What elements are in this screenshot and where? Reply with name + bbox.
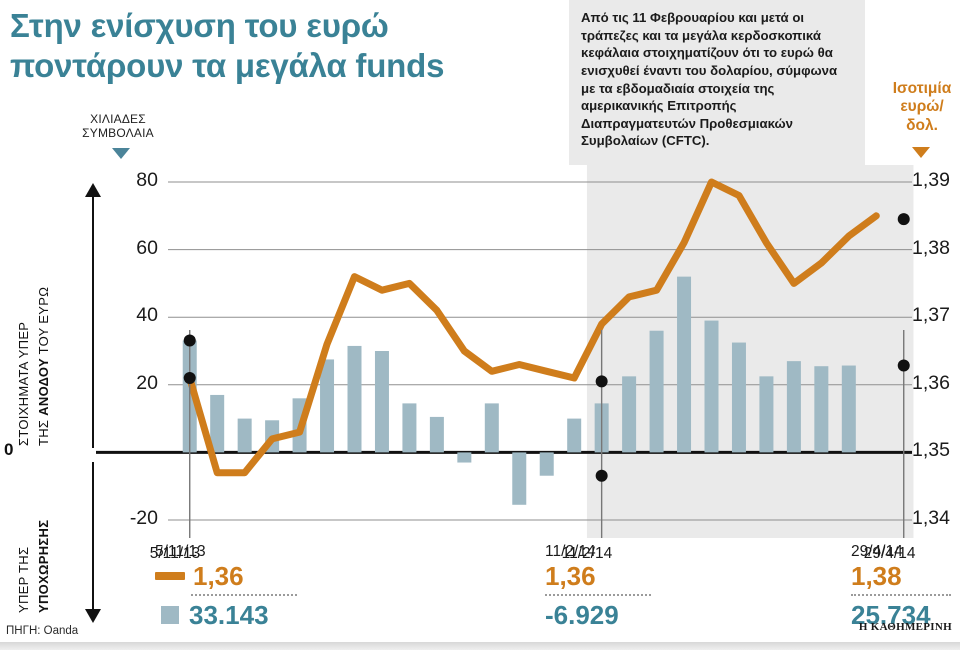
bar [484,403,499,453]
bar [402,403,417,453]
data-marker [897,213,910,226]
x-axis-date-label: 5/11/13 [149,545,201,562]
y2-axis-tick: 1,38 [912,236,950,259]
y2-axis-tick: 1,35 [912,439,950,462]
bar [814,366,829,453]
bar [539,452,554,476]
zero-axis-label: 0 [4,440,14,459]
legend-rate-row-3: 1,38 [851,561,951,591]
data-marker [595,375,608,388]
y-axis-tick: 20 [136,371,158,394]
legend-date-2: 11/2/14 [545,543,596,560]
data-marker [897,359,910,372]
y2-axis-tick: 1,37 [912,304,950,327]
y-axis-tick: 40 [136,304,158,327]
y2-axis-tick: 1,36 [912,371,950,394]
right-axis-header: Ισοτιμία ευρώ/ δολ. [892,80,952,134]
legend-rate-row-2: 1,36 [545,561,651,591]
line-swatch-icon [155,572,185,580]
bar [347,345,362,453]
legend-count-row-1: 33.143 [155,599,297,631]
page-title: Στην ενίσχυση του ευρώ ποντάρουν τα μεγά… [10,7,445,85]
bar [731,342,746,453]
legend-rate-1: 1,36 [193,561,244,591]
legend-date-3: 29/4/14 [851,543,903,560]
triangle-down-teal-icon [112,148,130,159]
callout-text: Από τις 11 Φεβρουαρίου και μετά οι τράπε… [581,10,838,149]
brand-label: Η ΚΑΘΗΜΕΡΙΝΗ [858,621,952,633]
bar [567,418,582,453]
legend-rate-row-1: 1,36 [155,561,297,591]
bar [457,452,472,463]
arrow-up-icon [85,183,101,448]
bar [649,330,664,453]
bar [841,365,856,453]
bar [320,359,335,453]
bar [512,452,527,505]
y-axis-tick: 80 [136,169,158,191]
legend-count-1: 33.143 [189,600,269,630]
legend-divider-3 [851,594,951,596]
data-marker [183,372,196,385]
source-label: ΠΗΓΗ: Oanda [6,625,79,637]
bar [429,416,444,453]
legend-block-1: 5/11/13 1,36 33.143 [155,543,297,631]
bar [210,394,225,453]
y2-axis-tick: 1,39 [912,169,950,191]
arrow-down-icon [85,462,101,623]
data-marker [595,469,608,482]
legend-rate-2: 1,36 [545,561,596,591]
legend-count-row-2: -6.929 [545,599,651,631]
bar [677,276,692,453]
legend-divider-1 [191,594,297,596]
x-axis-date-label: 29/4/14 [863,545,916,562]
bar [759,376,774,453]
x-axis-date-label: 11/2/14 [561,545,613,562]
bar [704,320,719,453]
bar [374,351,389,453]
y-axis-tick: -20 [129,507,158,529]
legend-date-1: 5/11/13 [155,543,206,560]
y2-axis-tick: 1,34 [912,507,950,529]
legend-count-row-3: 25.734 [851,599,951,631]
legend-rate-3: 1,38 [851,561,902,591]
callout-box: Από τις 11 Φεβρουαρίου και μετά οι τράπε… [569,0,865,165]
bar [786,361,801,453]
bar [622,376,637,453]
left-axis-header: ΧΙΛΙΑΔΕΣ ΣΥΜΒΟΛΑΙΑ [82,112,154,141]
y-axis-tick: 60 [136,236,158,259]
legend-divider-2 [545,594,651,596]
footer-bar [0,642,960,650]
triangle-down-orange-icon [912,147,930,158]
bar [237,418,252,453]
legend-block-2: 11/2/14 1,36 -6.929 [545,543,651,631]
bar-swatch-icon [161,606,179,624]
legend-count-3: 25.734 [851,600,931,630]
legend-count-2: -6.929 [545,600,619,630]
legend-block-3: 29/4/14 1,38 25.734 [851,543,951,631]
data-marker [183,334,196,347]
